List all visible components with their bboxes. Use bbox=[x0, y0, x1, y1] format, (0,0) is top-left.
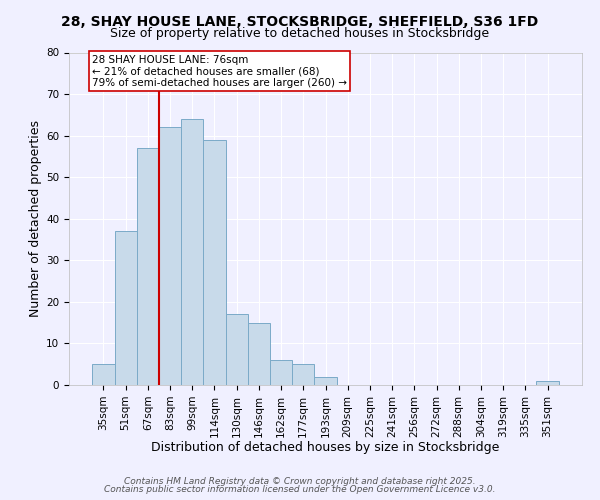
X-axis label: Distribution of detached houses by size in Stocksbridge: Distribution of detached houses by size … bbox=[151, 441, 500, 454]
Bar bbox=[292, 364, 314, 385]
Bar bbox=[536, 381, 559, 385]
Bar bbox=[270, 360, 292, 385]
Bar bbox=[92, 364, 115, 385]
Bar bbox=[314, 376, 337, 385]
Bar bbox=[159, 128, 181, 385]
Text: Size of property relative to detached houses in Stocksbridge: Size of property relative to detached ho… bbox=[110, 28, 490, 40]
Bar bbox=[226, 314, 248, 385]
Text: 28 SHAY HOUSE LANE: 76sqm
← 21% of detached houses are smaller (68)
79% of semi-: 28 SHAY HOUSE LANE: 76sqm ← 21% of detac… bbox=[92, 54, 347, 88]
Bar bbox=[203, 140, 226, 385]
Text: 28, SHAY HOUSE LANE, STOCKSBRIDGE, SHEFFIELD, S36 1FD: 28, SHAY HOUSE LANE, STOCKSBRIDGE, SHEFF… bbox=[61, 15, 539, 29]
Text: Contains HM Land Registry data © Crown copyright and database right 2025.: Contains HM Land Registry data © Crown c… bbox=[124, 477, 476, 486]
Text: Contains public sector information licensed under the Open Government Licence v3: Contains public sector information licen… bbox=[104, 484, 496, 494]
Bar bbox=[115, 231, 137, 385]
Bar bbox=[137, 148, 159, 385]
Bar bbox=[181, 119, 203, 385]
Y-axis label: Number of detached properties: Number of detached properties bbox=[29, 120, 42, 318]
Bar bbox=[248, 322, 270, 385]
